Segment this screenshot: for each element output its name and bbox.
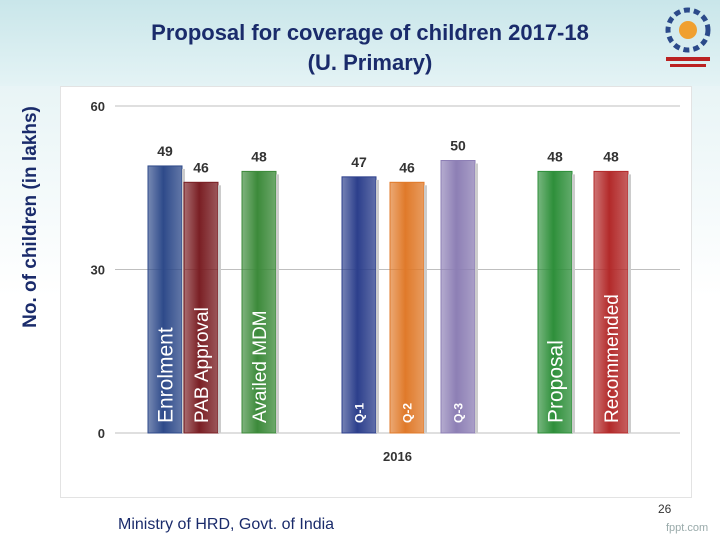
bar-label: Recommended [602, 294, 623, 423]
watermark: fppt.com [666, 522, 709, 534]
data-label: 50 [450, 138, 466, 154]
bar-label: Q-1 [352, 403, 366, 423]
bar-shadow [276, 174, 279, 433]
y-tick-label: 60 [91, 99, 105, 114]
bar-shadow [424, 185, 427, 433]
bar [440, 160, 476, 434]
bar [341, 176, 377, 434]
bar-shadow [628, 174, 631, 433]
bar-label: Availed MDM [250, 310, 271, 423]
bar [147, 165, 183, 434]
ministry-logo-icon [665, 7, 711, 67]
data-label: 48 [251, 148, 267, 164]
bar [241, 170, 277, 434]
bar [593, 170, 629, 434]
data-label: 46 [399, 159, 415, 175]
bar [537, 170, 573, 434]
data-label: 46 [193, 159, 209, 175]
bar-label: PAB Approval [192, 307, 213, 423]
data-label: 47 [351, 154, 367, 170]
page-number: 26 [658, 502, 672, 516]
bar-chart: 0 30 60 49 Enrolment 46 PAB Approval 48 Availed … [91, 99, 680, 464]
bar-shadow [572, 174, 575, 433]
y-tick-label: 30 [91, 263, 105, 278]
x-axis-label: 2016 [383, 449, 412, 464]
data-label: 48 [603, 148, 619, 164]
bar-label: Proposal [545, 340, 568, 423]
bar-label: Enrolment [155, 327, 178, 423]
footer-text: Ministry of HRD, Govt. of India [118, 516, 335, 533]
slide-title: Proposal for coverage of children 2017-1… [151, 20, 589, 45]
slide-subtitle: (U. Primary) [307, 50, 433, 75]
y-axis-label: No. of children (in lakhs) [20, 106, 41, 328]
bar-shadow [376, 179, 379, 433]
data-label: 48 [547, 148, 563, 164]
bar-label: Q-3 [451, 403, 465, 423]
bar [389, 181, 425, 434]
bar-label: Q-2 [400, 403, 414, 423]
bar-shadow [218, 185, 221, 433]
y-tick-label: 0 [98, 426, 105, 441]
data-label: 49 [157, 143, 173, 159]
bar-shadow [475, 163, 478, 433]
title-band [0, 0, 720, 86]
